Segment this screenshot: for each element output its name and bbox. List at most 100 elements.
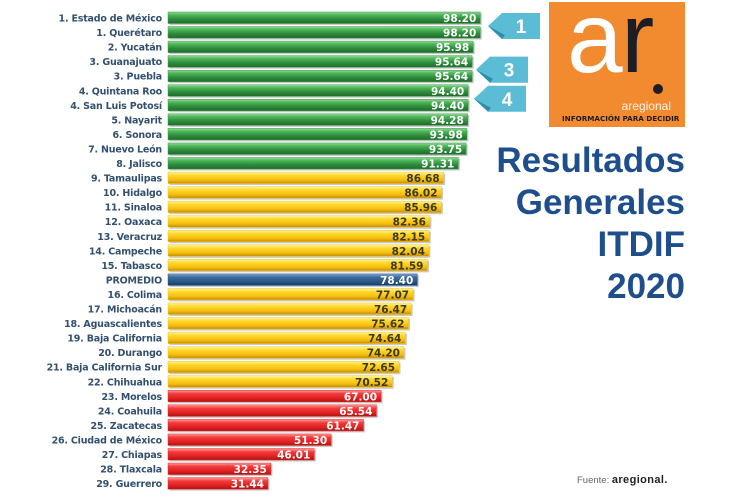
title-line-2: Generales (515, 183, 685, 222)
bar-mid (167, 230, 430, 242)
logo-tagline: INFORMACIÓN PARA DECIDIR (562, 114, 680, 123)
category-label: 8. Jalisco (116, 159, 162, 170)
bar-high (167, 40, 474, 53)
bar-high (167, 11, 481, 24)
bar-mid (167, 288, 414, 301)
category-label: 22. Chihuahua (88, 377, 162, 388)
value-label: 61.47 (326, 420, 359, 432)
bar-high (167, 142, 467, 155)
rank-callout-tag (488, 13, 540, 40)
bar-high (167, 99, 469, 112)
bar-mid (167, 244, 430, 257)
value-label: 95.64 (435, 57, 468, 69)
source-note: Fuente: aregional. (577, 474, 668, 486)
bar-mid (167, 346, 405, 359)
bar-mid (167, 171, 444, 184)
bar-mid (167, 259, 428, 272)
value-label: 74.64 (368, 333, 401, 345)
rank-callout-tag (476, 56, 528, 83)
title-line-3: ITDIF (597, 225, 685, 264)
source-prefix: Fuente: (577, 475, 610, 486)
value-label: 95.98 (436, 42, 469, 54)
category-label: 5. Nayarit (111, 115, 162, 126)
category-label: 19. Baja California (67, 334, 162, 345)
value-label: 72.65 (362, 362, 395, 374)
bar-high (167, 84, 469, 97)
value-label: 51.30 (294, 435, 327, 447)
category-label: 2. Yucatán (108, 43, 163, 54)
category-label: 15. Tabasco (101, 261, 162, 272)
bar-low (167, 462, 272, 475)
bar-mid (167, 317, 409, 330)
value-label: 82.04 (392, 246, 425, 258)
value-label: 82.15 (392, 231, 425, 243)
category-label: 7. Nuevo León (88, 144, 162, 155)
value-label: 98.20 (443, 28, 476, 40)
category-label: 17. Michoacán (88, 305, 163, 316)
bar-avg (167, 273, 418, 286)
value-label: 77.07 (376, 289, 409, 301)
value-label: 70.52 (355, 377, 388, 389)
value-label: 91.31 (421, 159, 454, 171)
bar-mid (167, 375, 393, 388)
category-label: 6. Sonora (113, 130, 162, 141)
bar-high (167, 26, 481, 39)
value-label: 78.40 (380, 275, 413, 287)
value-label: 85.96 (404, 202, 437, 214)
category-label: 11. Sinaloa (105, 203, 162, 214)
value-label: 46.01 (277, 450, 310, 462)
value-label: 81.59 (390, 260, 423, 272)
source-name: aregional. (611, 474, 668, 486)
bar-low (167, 419, 364, 432)
category-label: 3. Puebla (114, 72, 162, 83)
rank-callout-tag (474, 85, 526, 112)
bar-mid (167, 215, 431, 228)
bar-mid (167, 360, 400, 373)
value-label: 74.20 (367, 348, 400, 360)
category-label: 18. Aguascalientes (64, 319, 162, 330)
bar-high (167, 157, 459, 170)
category-label: 3. Guanajuato (89, 57, 162, 68)
category-label: 23. Morelos (102, 392, 163, 403)
category-label: 4. San Luis Potosí (70, 101, 163, 112)
category-label: 4. Quintana Roo (79, 86, 163, 97)
title-line-4: 2020 (607, 267, 685, 306)
value-label: 67.00 (344, 391, 377, 403)
rank-callout-fold (476, 69, 493, 83)
value-label: 98.20 (443, 13, 476, 25)
category-label: 28. Tlaxcala (100, 465, 162, 476)
rank-callouts: 1 3 4 (474, 13, 540, 112)
rank-callout-label: 3 (504, 61, 515, 82)
logo-dot (653, 84, 663, 94)
category-label: PROMEDIO (106, 275, 162, 286)
category-label: 14. Campeche (89, 246, 162, 257)
value-label: 93.98 (430, 129, 463, 141)
value-label: 31.44 (231, 479, 264, 491)
category-label: 26. Ciudad de México (52, 435, 163, 446)
bar-mid (167, 302, 412, 315)
category-label: 9. Tamaulipas (91, 174, 163, 185)
bar-high (167, 128, 468, 141)
logo-letter-r: r (621, 2, 655, 94)
category-label: 10. Hidalgo (103, 188, 163, 199)
bar-mid (167, 186, 442, 199)
bar-high (167, 113, 469, 126)
title-line-1: Resultados (496, 141, 685, 180)
category-label: 25. Zacatecas (90, 421, 162, 432)
category-label: 21. Baja California Sur (47, 363, 163, 374)
category-label: 29. Guerrero (96, 479, 162, 490)
value-label: 95.64 (435, 71, 468, 83)
value-label: 86.68 (406, 173, 439, 185)
category-label: 1. Estado de México (59, 14, 163, 25)
rank-callout-fold (474, 98, 491, 112)
bar-high (167, 55, 473, 68)
bars-group: 1. Estado de México 98.20 1. Querétaro 98.2… (47, 11, 482, 491)
category-label: 12. Oaxaca (105, 217, 162, 228)
value-label: 65.54 (339, 406, 372, 418)
bar-low (167, 390, 382, 403)
category-label: 1. Querétaro (96, 28, 162, 39)
logo-brand: aregional (621, 99, 671, 113)
value-label: 82.36 (393, 217, 426, 229)
category-label: 16. Colima (108, 290, 162, 301)
value-label: 75.62 (371, 319, 404, 331)
